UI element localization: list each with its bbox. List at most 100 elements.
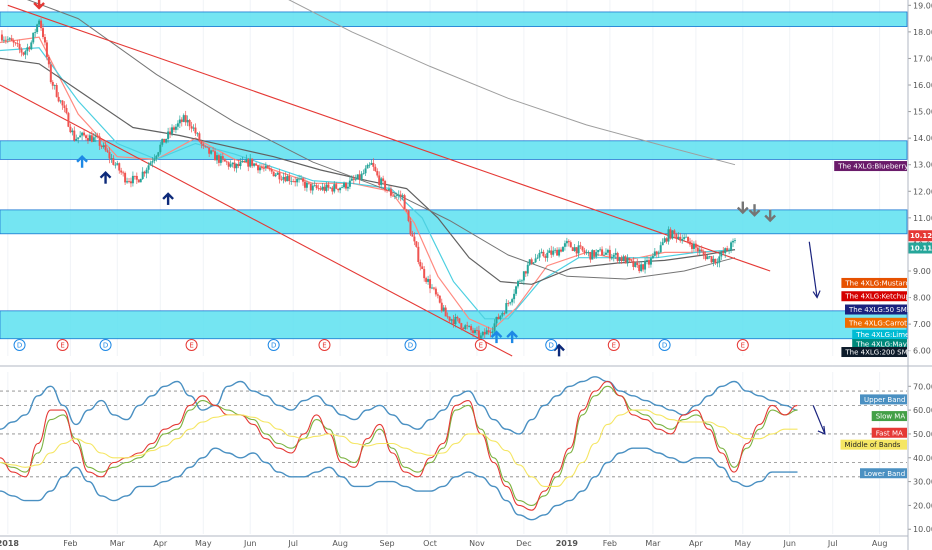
oscillator-panel[interactable]: 70.00 60.00 50.00 40.00 30.00 20.00 10.00 Upper…: [0, 372, 932, 534]
candle-body: [266, 165, 269, 168]
candle-body: [425, 278, 428, 282]
time-tick-label: Jul: [827, 539, 838, 548]
candle-body: [716, 262, 719, 264]
candle-body: [489, 332, 492, 334]
candle-body: [370, 162, 373, 165]
candle-body: [366, 164, 369, 169]
candle-body: [221, 156, 224, 159]
candle-body: [223, 158, 226, 162]
indicator-label: The 4XLG:Mustard: [844, 279, 910, 287]
candle-body: [241, 160, 244, 162]
candle-body: [20, 48, 23, 53]
candle-body: [90, 135, 93, 142]
candle-body: [45, 42, 48, 57]
candle-body: [337, 188, 340, 191]
candle-body: [460, 323, 463, 328]
candle-body: [26, 47, 29, 52]
candle-body: [466, 325, 469, 327]
candle-body: [405, 209, 408, 211]
candle-body: [704, 254, 707, 260]
time-tick-label: Apr: [153, 539, 168, 548]
candle-body: [214, 151, 217, 161]
candle-body: [583, 250, 586, 253]
candle-body: [307, 182, 310, 184]
time-tick-label: May: [195, 539, 212, 548]
oscillator-tick-label: 40.00: [913, 454, 932, 463]
candle-body: [65, 108, 68, 114]
candle-body: [538, 252, 541, 258]
candle-body: [470, 326, 473, 331]
candle-body: [479, 335, 482, 339]
candle-body: [647, 260, 650, 265]
candle-body: [669, 229, 672, 239]
candle-body: [608, 249, 611, 259]
current-price-label: 10.12: [910, 232, 932, 240]
candle-body: [258, 167, 261, 171]
candle-body: [454, 316, 457, 325]
candle-body: [585, 252, 588, 254]
candle-body: [57, 96, 60, 102]
candle-body: [278, 172, 281, 180]
event-marker-label: D: [549, 342, 554, 350]
candle-body: [530, 259, 533, 264]
candle-body: [520, 280, 523, 282]
candle-body: [552, 250, 555, 255]
candle-body: [104, 145, 107, 151]
candle-body: [651, 255, 654, 259]
candle-body: [231, 162, 234, 165]
candle-body: [194, 127, 197, 134]
candle-body: [587, 252, 590, 253]
candle-body: [292, 180, 295, 182]
current-price-badge: [908, 242, 932, 254]
candle-body: [313, 185, 316, 187]
candle-body: [474, 330, 477, 333]
candle-body: [116, 163, 119, 165]
event-marker-label: E: [322, 342, 326, 350]
candle-body: [28, 47, 31, 50]
candle-body: [79, 135, 82, 138]
candle-body: [374, 166, 377, 172]
oscillator-tick-label: 50.00: [913, 430, 932, 439]
candle-body: [22, 52, 25, 55]
series-label-bg: [840, 439, 907, 450]
signal-arrow-up-icon: [99, 170, 112, 184]
candle-body: [571, 247, 574, 251]
candle-body: [327, 184, 330, 188]
candle-body: [323, 186, 326, 191]
price-tick-label: 8.00: [913, 294, 931, 303]
indicator-label: The 4XLG:Mayo: [855, 341, 911, 349]
candle-body: [618, 257, 621, 261]
candle-body: [268, 167, 271, 170]
event-marker: [736, 339, 749, 351]
candle-body: [677, 236, 680, 239]
candle-body: [644, 260, 647, 270]
candle-body: [124, 172, 127, 183]
candle-body: [579, 245, 582, 247]
candle-body: [448, 316, 451, 321]
oscillator-arrowhead-icon: [817, 425, 826, 435]
candle-body: [315, 185, 318, 189]
candle-body: [389, 189, 392, 196]
candle-body: [227, 162, 230, 167]
candle-body: [30, 42, 33, 50]
candle-body: [604, 252, 607, 255]
candle-body: [513, 293, 516, 300]
candle-body: [311, 185, 314, 191]
candle-body: [129, 181, 132, 184]
candle-body: [649, 258, 652, 265]
candle-body: [212, 150, 215, 152]
candle-body: [0, 34, 3, 41]
ma-mid-line: [0, 47, 736, 320]
current-price-badge: [908, 230, 932, 242]
candle-body: [368, 164, 371, 166]
candle-body: [483, 331, 486, 335]
candle-body: [260, 167, 263, 169]
candle-body: [687, 236, 690, 242]
candle-body: [452, 319, 455, 325]
price-panel[interactable]: DEDEDEDEDEDEE19.0018.0017.0016.0015.0014…: [0, 0, 932, 358]
candle-body: [663, 238, 666, 243]
series-label-bg: [871, 427, 907, 438]
candle-body: [458, 318, 461, 324]
candle-body: [110, 158, 113, 159]
candle-body: [10, 38, 13, 41]
